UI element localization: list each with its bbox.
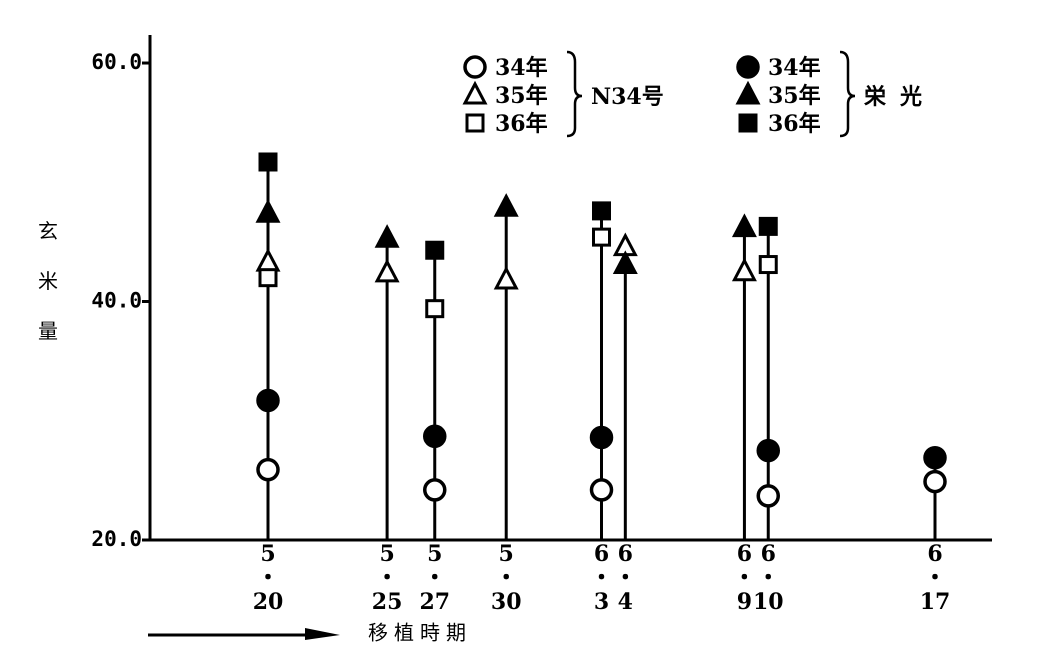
x-tick-label: 5 ・ 20 [253, 541, 284, 615]
legend-label: 34年 [495, 55, 548, 81]
legend-marker [463, 55, 487, 79]
x-tick-label: 5 ・ 25 [372, 541, 403, 615]
marker [423, 478, 447, 502]
legend-brace [839, 50, 856, 138]
marker [255, 247, 281, 272]
marker [255, 199, 281, 223]
x-axis-label: 移植時期 [368, 621, 472, 645]
marker [731, 213, 757, 238]
legend-label: 36年 [768, 111, 821, 137]
series [258, 152, 778, 260]
marker [758, 255, 778, 275]
legend-marker [465, 113, 485, 133]
series [256, 457, 947, 508]
marker [374, 224, 400, 248]
marker [258, 268, 278, 288]
legend-group-label: 栄光 [863, 84, 936, 110]
x-tick-label: 5 ・ 30 [491, 541, 522, 615]
marker [612, 250, 638, 275]
y-axis-label: 玄米量 [38, 219, 58, 343]
x-tick-label: 6 ・ 10 [753, 541, 784, 615]
marker [731, 257, 757, 282]
legend-marker [735, 80, 761, 105]
x-arrow [148, 628, 340, 640]
legend-label: 34年 [768, 55, 821, 81]
marker [592, 201, 611, 221]
marker [423, 424, 447, 449]
marker [256, 457, 280, 482]
x-tick-label: 6 ・ 17 [920, 541, 951, 615]
marker [374, 258, 400, 283]
legend-marker [736, 55, 760, 79]
marker [923, 469, 947, 494]
legend-label: 36年 [495, 111, 548, 137]
legend-brace [566, 50, 583, 138]
series [258, 227, 778, 319]
series [256, 388, 947, 470]
marker [923, 445, 947, 470]
marker [592, 227, 611, 247]
marker [258, 152, 278, 172]
marker [756, 438, 780, 463]
legend-marker [462, 80, 488, 105]
legend-group-label: N34号 [591, 84, 664, 110]
marker [756, 484, 780, 508]
marker [256, 388, 280, 413]
marker [589, 425, 614, 450]
y-tick-label: 20.0 [91, 527, 142, 551]
x-tick-label: 5 ・ 27 [419, 541, 450, 615]
legend-label: 35年 [768, 83, 821, 109]
x-tick-label: 6 ・ 9 [733, 541, 755, 615]
marker [425, 299, 445, 319]
y-tick-label: 40.0 [91, 289, 142, 313]
x-tick-label: 6 ・ 4 [614, 541, 636, 615]
legend-label: 35年 [495, 83, 548, 109]
legend-marker [738, 113, 758, 133]
x-tick-label: 6 ・ 3 [590, 541, 612, 615]
marker [589, 478, 614, 502]
series [255, 193, 757, 275]
y-tick-label: 60.0 [91, 50, 142, 74]
marker [758, 216, 778, 236]
marker [425, 240, 445, 260]
marker [493, 265, 519, 290]
marker [493, 193, 519, 217]
